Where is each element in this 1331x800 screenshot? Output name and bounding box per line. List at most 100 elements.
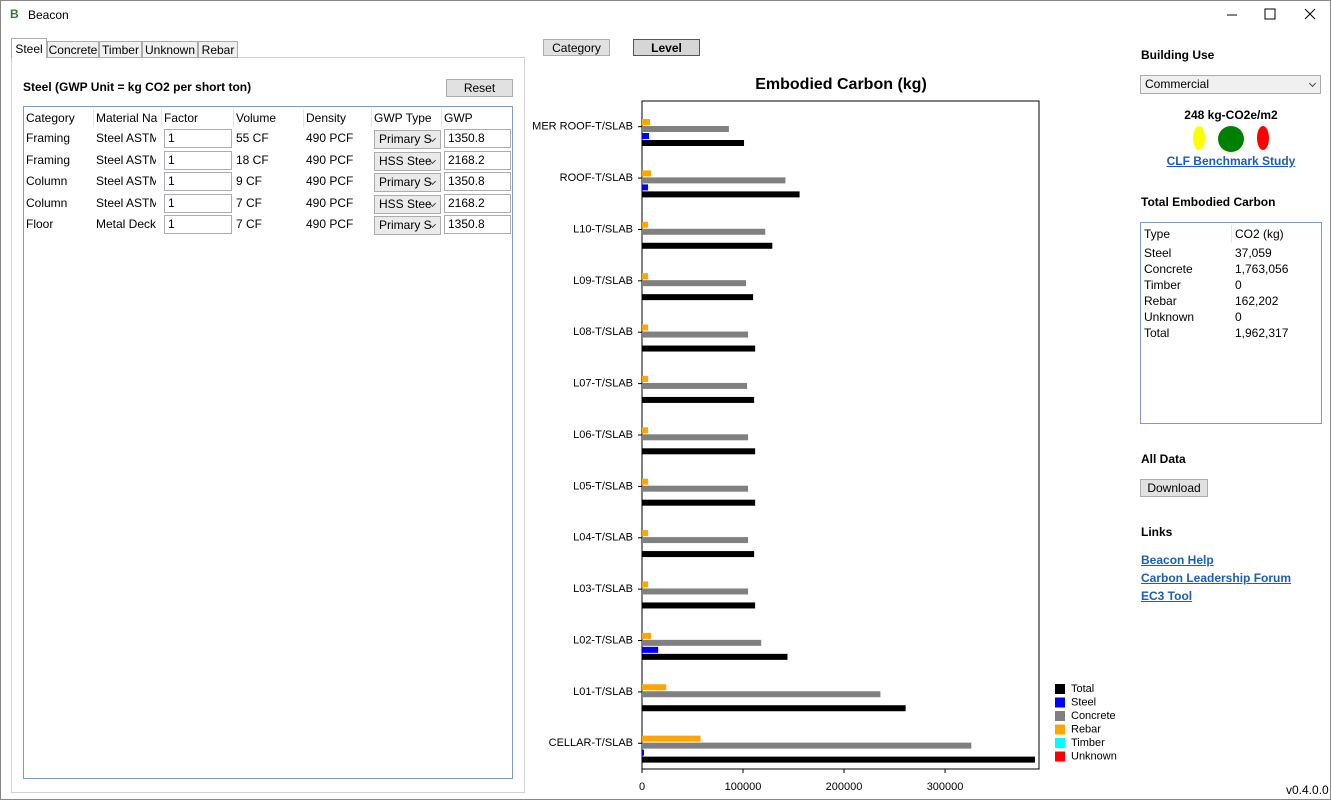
cell-input[interactable]: 1350.8 — [444, 215, 511, 234]
category-view-button[interactable]: Category — [543, 39, 610, 56]
cell-text: Steel ASTM A — [96, 131, 156, 145]
cell-text: 7 CF — [236, 217, 263, 231]
bar — [642, 653, 788, 660]
column-header: GWP Type — [374, 111, 432, 125]
cell-input[interactable]: 1 — [164, 215, 232, 234]
gwp-type-value: Primary S — [379, 218, 432, 232]
cell-text: Steel ASTM A — [96, 152, 156, 167]
legend-swatch — [1055, 724, 1065, 735]
bar — [642, 530, 649, 537]
gwp-type-dropdown[interactable]: HSS Stee — [374, 151, 441, 171]
tab[interactable]: Rebar — [198, 41, 238, 58]
totals-header: Type — [1144, 227, 1171, 241]
bar — [642, 221, 649, 228]
bar — [642, 382, 748, 389]
reset-button[interactable]: Reset — [446, 79, 513, 97]
bar — [642, 478, 649, 485]
benchmark-link[interactable]: CLF Benchmark Study — [1166, 154, 1296, 168]
bar — [642, 228, 766, 235]
bar — [642, 646, 659, 653]
level-view-button[interactable]: Level — [633, 39, 700, 56]
benchmark-indicator — [1193, 126, 1269, 152]
cell-input[interactable]: 1 — [164, 129, 232, 148]
totals-divider — [1231, 225, 1232, 243]
cell-input[interactable]: 1 — [164, 172, 232, 191]
column-header: Category — [26, 111, 75, 125]
x-tick-label: 200000 — [826, 781, 863, 793]
help-link[interactable]: Carbon Leadership Forum — [1141, 571, 1292, 585]
cell-text: 9 CF — [236, 174, 263, 188]
tab[interactable]: Concrete — [47, 41, 99, 58]
cell-text: 7 CF — [236, 195, 263, 210]
help-link[interactable]: EC3 Tool — [1141, 589, 1193, 603]
bar — [642, 602, 756, 609]
y-tick-label: L03-T/SLAB — [573, 583, 633, 595]
close-button[interactable] — [1304, 8, 1316, 20]
y-tick-label: L01-T/SLAB — [573, 686, 633, 698]
gwp-type-value: Primary S — [379, 132, 432, 146]
totals-table — [1140, 222, 1322, 424]
cell-input[interactable]: 1350.8 — [444, 172, 511, 191]
y-tick-label: L08-T/SLAB — [573, 326, 633, 338]
help-link[interactable]: Beacon Help — [1141, 553, 1214, 567]
bar — [642, 191, 800, 198]
cell-input[interactable]: 1 — [164, 150, 232, 170]
gwp-type-dropdown[interactable]: Primary S — [374, 173, 441, 192]
bar — [642, 331, 749, 338]
legend-label: Steel — [1071, 696, 1096, 708]
cell-text: 18 CF — [236, 152, 269, 167]
indicator-yellow — [1193, 126, 1205, 150]
cell-text: Column — [26, 174, 68, 188]
gwp-type-dropdown[interactable]: Primary S — [374, 130, 441, 149]
download-button[interactable]: Download — [1140, 479, 1208, 497]
y-tick-label: L10-T/SLAB — [573, 223, 633, 235]
cell-text: Column — [26, 195, 68, 210]
column-header: Material Nan — [96, 111, 158, 125]
bar — [642, 396, 755, 403]
bar — [642, 639, 762, 646]
cell-text: 490 PCF — [306, 174, 354, 188]
totals-cell: Unknown — [1144, 310, 1195, 324]
gwp-type-dropdown[interactable]: HSS Stee — [374, 194, 441, 214]
tab[interactable]: Timber — [99, 41, 142, 58]
cell-input[interactable]: 1 — [164, 193, 232, 213]
gwp-type-value: HSS Stee — [379, 153, 432, 168]
bar — [642, 742, 972, 749]
gwp-type-value: HSS Stee — [379, 196, 432, 211]
bar — [642, 434, 749, 441]
cell-text: Steel ASTM A — [96, 174, 156, 188]
panel-heading: Steel (GWP Unit = kg CO2 per short ton) — [23, 80, 252, 94]
bar — [642, 242, 773, 249]
gwp-type-dropdown[interactable]: Primary S — [374, 216, 441, 235]
building-use-dropdown[interactable]: Commercial — [1140, 75, 1321, 94]
tab-panel — [11, 57, 525, 793]
column-divider — [303, 109, 304, 127]
bar — [642, 140, 745, 146]
column-header: Density — [306, 111, 347, 125]
cell-input[interactable]: 2168.2 — [444, 150, 511, 170]
tab[interactable]: Steel — [11, 38, 47, 58]
bar — [642, 427, 649, 434]
maximize-button[interactable] — [1264, 8, 1276, 20]
totals-cell: Rebar — [1144, 294, 1177, 308]
gwp-type-value: Primary S — [379, 175, 432, 189]
bar — [642, 324, 649, 331]
carbon-intensity: 248 kg-CO2e/m2 — [1184, 108, 1278, 122]
bar — [642, 177, 786, 184]
legend-swatch — [1055, 738, 1065, 748]
building-use-label: Building Use — [1141, 48, 1215, 62]
window-controls — [1227, 8, 1316, 20]
totals-cell: Total — [1144, 326, 1170, 340]
indicator-green — [1218, 126, 1244, 152]
tab[interactable]: Unknown — [142, 41, 198, 58]
y-tick-label: L06-T/SLAB — [573, 429, 633, 441]
cell-input[interactable]: 2168.2 — [444, 193, 511, 213]
cell-input[interactable]: 1350.8 — [444, 129, 511, 148]
bar — [642, 345, 756, 352]
cell-text: 490 PCF — [306, 217, 354, 231]
y-tick-label: L09-T/SLAB — [573, 275, 633, 287]
totals-cell: 0 — [1235, 310, 1242, 324]
bar — [642, 632, 652, 639]
